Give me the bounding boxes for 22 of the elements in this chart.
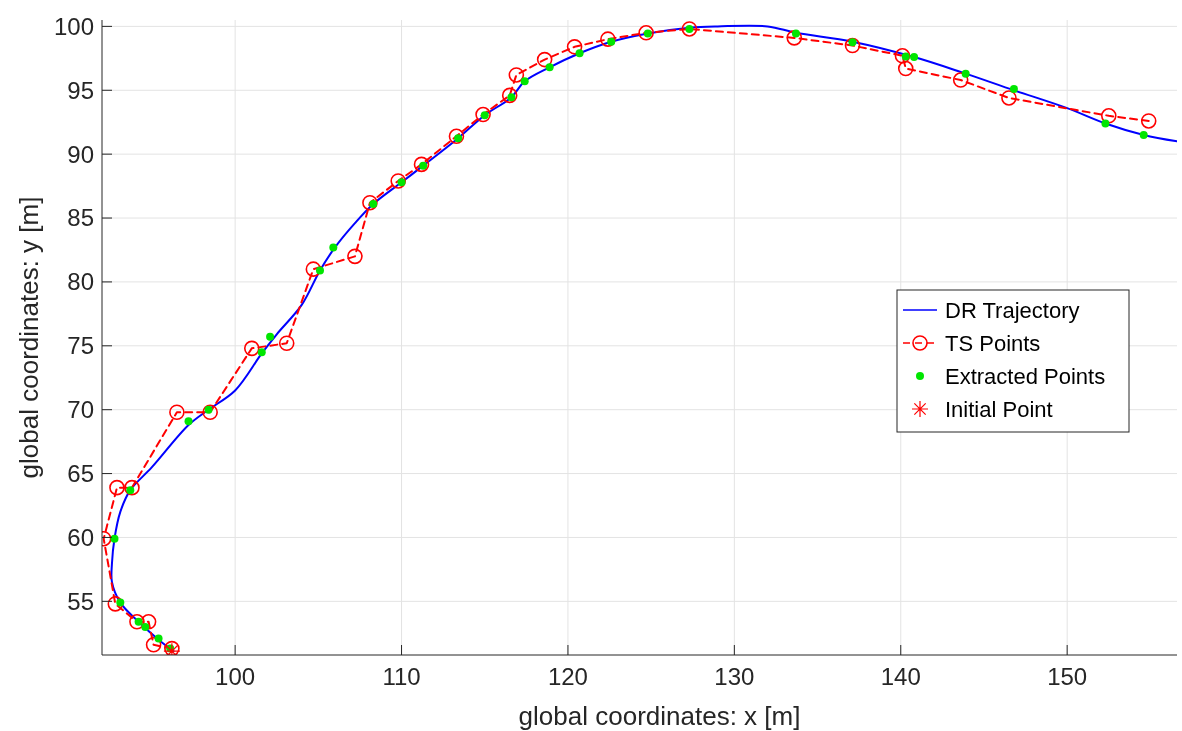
legend-label: TS Points [945, 330, 1041, 356]
y-tick-label: 60 [67, 523, 94, 551]
x-axis-title: global coordinates: x [m] [518, 701, 801, 731]
y-tick-label: 70 [67, 396, 94, 424]
x-tick-label: 100 [215, 663, 256, 690]
y-tick-label: 90 [67, 140, 94, 168]
x-tick-label: 120 [547, 663, 588, 690]
y-tick-label: 95 [67, 76, 94, 104]
x-tick-label: 130 [714, 663, 755, 690]
y-tick-label: 100 [53, 12, 94, 40]
y-tick-label: 75 [67, 332, 94, 360]
x-tick-label: 110 [382, 663, 421, 690]
legend-label: Extracted Points [945, 363, 1106, 389]
y-axis-title: global coordinates: y [m] [14, 196, 44, 479]
x-tick-label: 140 [880, 663, 921, 690]
x-tick-label: 150 [1047, 663, 1088, 690]
y-tick-label: 65 [67, 459, 94, 487]
legend-label: DR Trajectory [945, 297, 1080, 323]
y-tick-label: 55 [67, 587, 94, 615]
legend-label: Initial Point [945, 396, 1053, 422]
y-tick-label: 85 [67, 204, 94, 232]
y-tick-label: 80 [67, 268, 94, 296]
